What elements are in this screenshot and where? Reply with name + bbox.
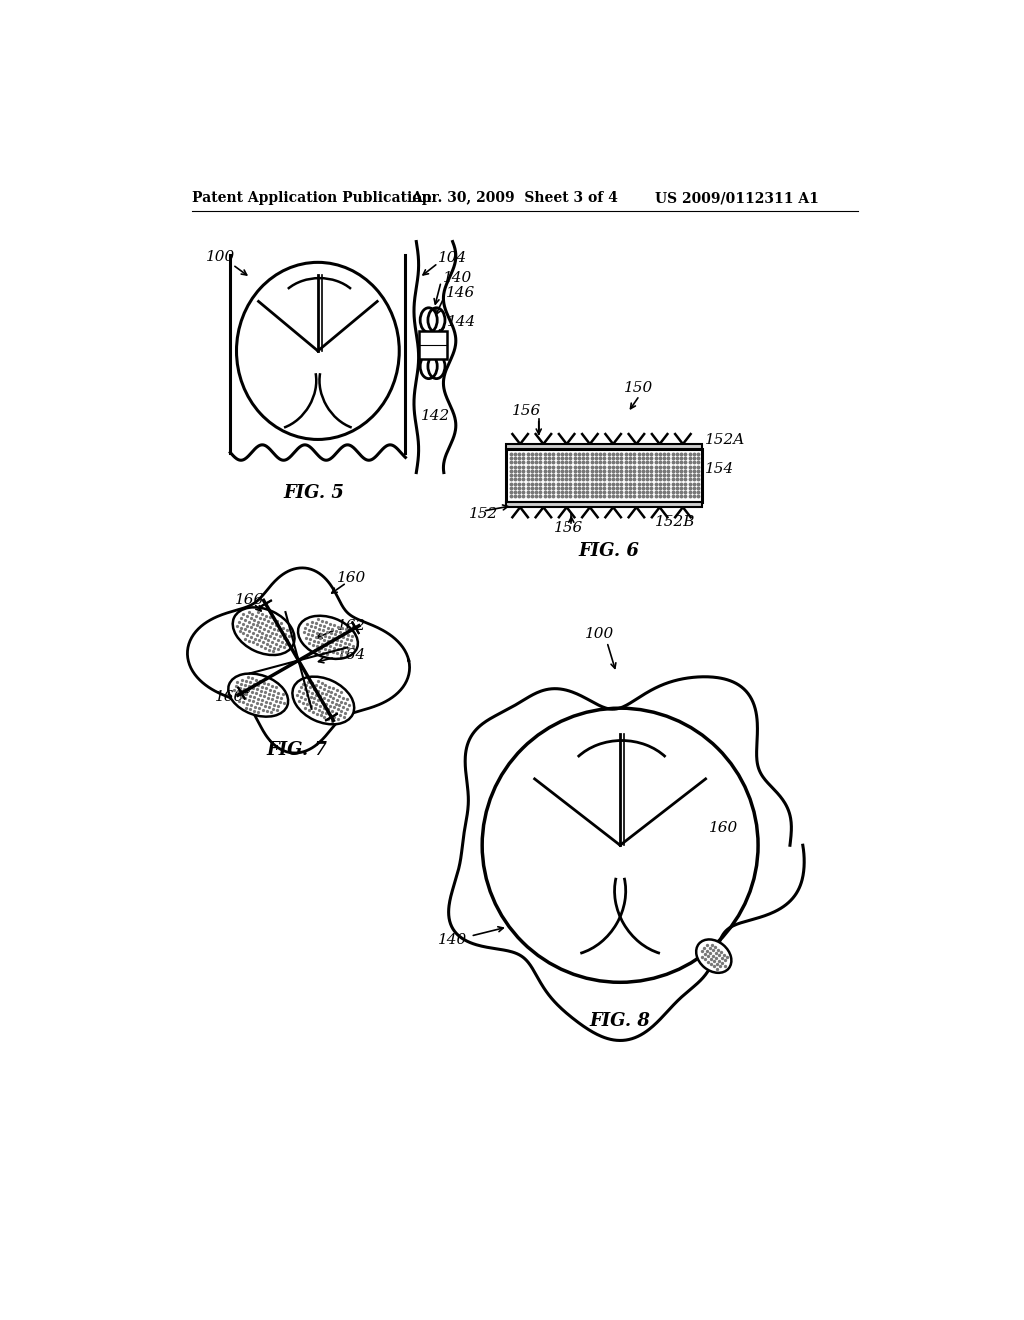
Text: 160: 160 — [710, 821, 738, 836]
Text: 142: 142 — [421, 409, 451, 424]
Text: 156: 156 — [554, 521, 584, 535]
Ellipse shape — [228, 673, 288, 717]
Bar — [506, 449, 701, 502]
Text: 144: 144 — [447, 315, 476, 330]
Text: FIG. 7: FIG. 7 — [266, 741, 328, 759]
Text: Patent Application Publication: Patent Application Publication — [191, 191, 431, 206]
Text: FIG. 6: FIG. 6 — [579, 543, 639, 560]
Bar — [506, 502, 701, 507]
Text: 166: 166 — [234, 593, 264, 607]
Text: 152B: 152B — [655, 515, 695, 529]
Text: 156: 156 — [512, 404, 541, 418]
Text: 154: 154 — [706, 462, 734, 475]
Text: 166: 166 — [215, 690, 244, 705]
Ellipse shape — [293, 677, 354, 725]
Text: 140: 140 — [442, 271, 472, 285]
Text: 150: 150 — [624, 381, 653, 395]
Text: 160: 160 — [337, 572, 367, 585]
Text: 146: 146 — [445, 286, 475, 300]
Text: 104: 104 — [438, 252, 467, 265]
Text: 152A: 152A — [706, 433, 745, 447]
Ellipse shape — [696, 940, 731, 973]
Bar — [420, 331, 446, 359]
Text: FIG. 5: FIG. 5 — [284, 484, 344, 503]
Text: US 2009/0112311 A1: US 2009/0112311 A1 — [655, 191, 819, 206]
Text: 140: 140 — [438, 933, 467, 946]
Text: 152: 152 — [469, 507, 499, 521]
Text: 164: 164 — [337, 648, 367, 663]
Text: 162: 162 — [337, 619, 367, 632]
Ellipse shape — [232, 607, 295, 655]
Text: Apr. 30, 2009  Sheet 3 of 4: Apr. 30, 2009 Sheet 3 of 4 — [411, 191, 617, 206]
Text: 100: 100 — [586, 627, 614, 642]
Text: 100: 100 — [206, 249, 234, 264]
Text: FIG. 8: FIG. 8 — [590, 1012, 650, 1030]
Ellipse shape — [298, 615, 357, 659]
Bar — [506, 444, 701, 449]
